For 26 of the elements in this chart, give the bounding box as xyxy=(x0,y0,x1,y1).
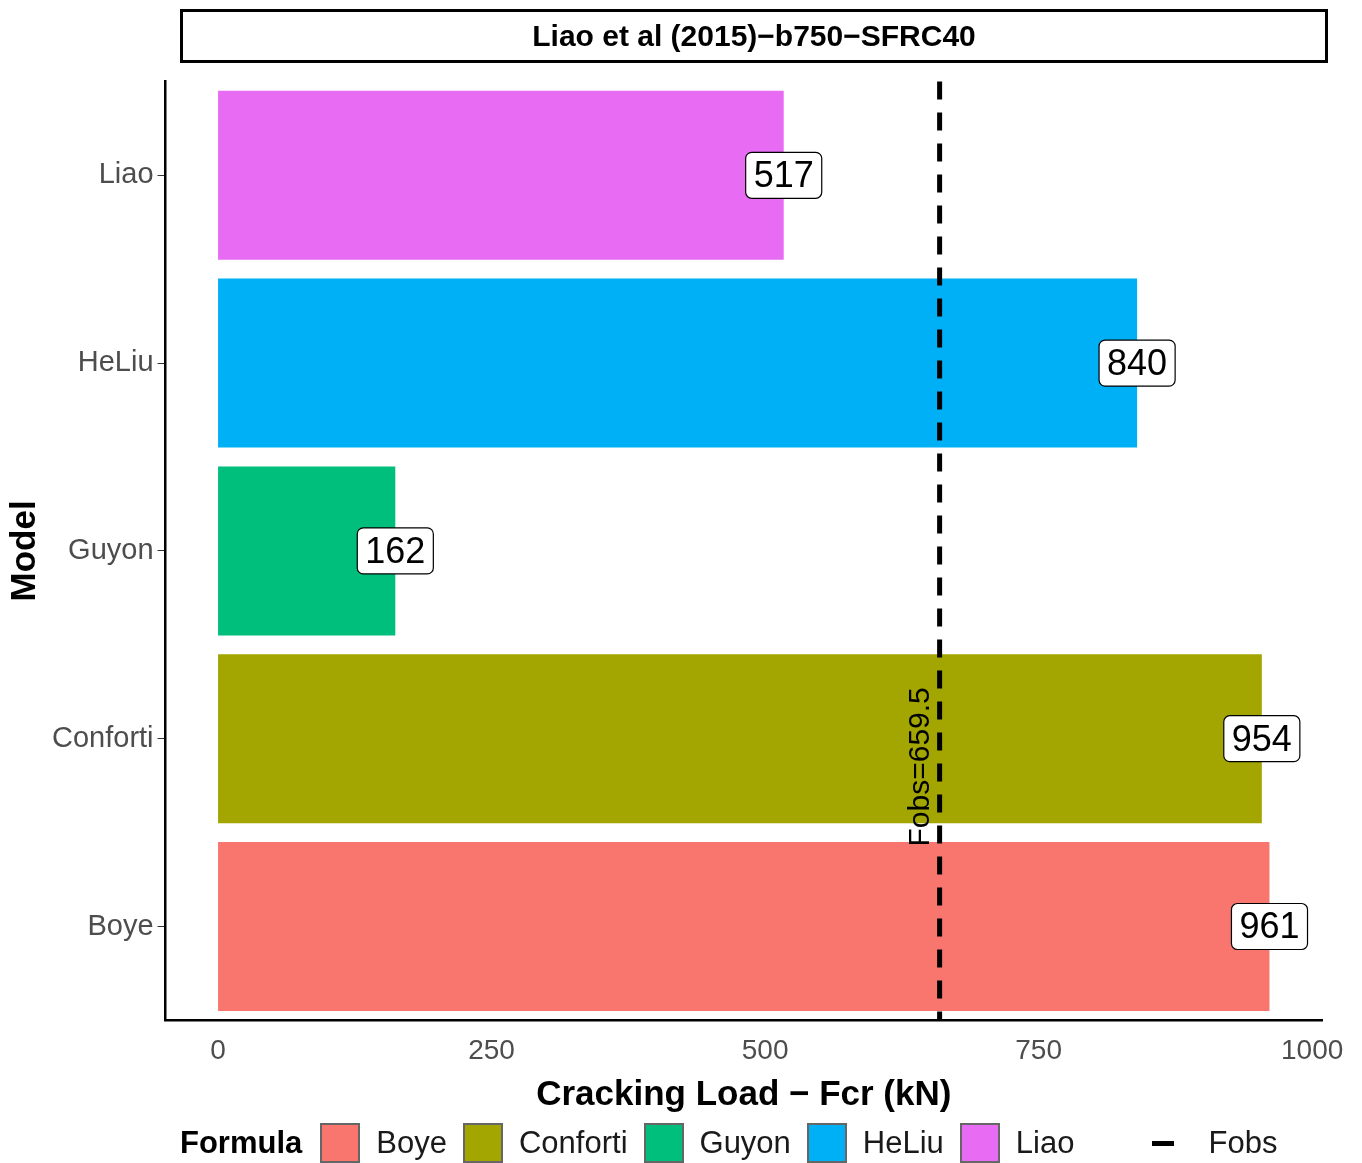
y-tick-label: HeLiu xyxy=(77,345,154,378)
y-tick-label: Boye xyxy=(87,908,154,941)
ref-line-label: Fobs=659.5 xyxy=(901,687,935,847)
category-label: Liao xyxy=(1015,1125,1075,1160)
data-label: 840 xyxy=(1107,342,1168,384)
y-tick-label: Conforti xyxy=(52,720,154,753)
x-tick-label: 750 xyxy=(1015,1033,1062,1065)
text: Fobs xyxy=(1208,1125,1278,1161)
category-label: Boye xyxy=(376,1125,447,1160)
x-tick-label: 1000 xyxy=(1281,1033,1344,1065)
x-tick-label: 500 xyxy=(741,1033,789,1065)
data-label: 954 xyxy=(1231,717,1292,759)
y-axis-title: Model xyxy=(2,500,42,602)
category-label: Guyon xyxy=(699,1125,791,1160)
legend-title: Formula xyxy=(180,1125,303,1161)
x-tick-label: 250 xyxy=(468,1033,515,1065)
data-label: 517 xyxy=(753,154,814,196)
category-label: HeLiu xyxy=(862,1125,944,1160)
chart-title: Liao et al (2015)−b750−SFRC40 xyxy=(180,9,1328,63)
y-tick-label: Liao xyxy=(98,157,154,190)
data-label: 162 xyxy=(365,529,426,571)
x-axis-title: Cracking Load − Fcr (kN) xyxy=(536,1072,952,1112)
category-label: Conforti xyxy=(518,1125,628,1160)
data-label: 961 xyxy=(1239,905,1300,947)
y-tick-label: Guyon xyxy=(68,532,154,565)
x-tick-label: 0 xyxy=(210,1033,226,1065)
